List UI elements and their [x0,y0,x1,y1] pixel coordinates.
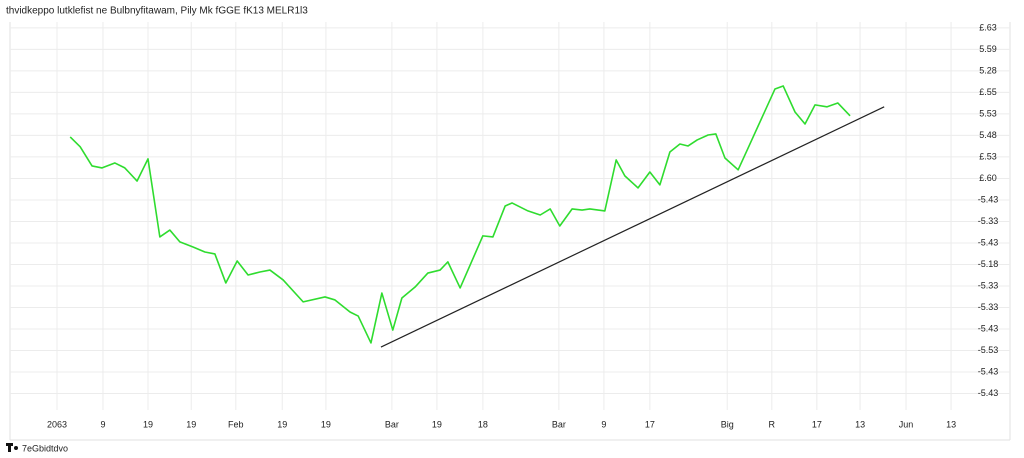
y-tick-label: -5.53 [978,345,999,355]
x-tick-label: 19 [432,419,442,429]
x-tick-label: 18 [478,419,488,429]
x-tick-label: R [769,419,776,429]
y-tick-label: 5.48 [979,130,997,140]
y-tick-label: £.55 [979,87,997,97]
y-tick-label: 5.59 [979,44,997,54]
x-tick-label: Bar [385,419,399,429]
y-tick-label: 5.28 [979,65,997,75]
x-tick-label: Jun [899,419,914,429]
x-tick-label: 19 [186,419,196,429]
x-tick-label: Bar [552,419,566,429]
x-tick-label: Big [721,419,734,429]
y-tick-label: £.63 [979,22,997,32]
y-tick-label: -5.43 [978,323,999,333]
trend-line [380,106,885,348]
watermark: 7eGbidtdvo [22,443,68,453]
y-tick-label: -5.43 [978,388,999,398]
y-tick-label: -5.43 [978,366,999,376]
y-tick-label: £.60 [979,173,997,183]
y-tick-label: £.53 [979,151,997,161]
x-tick-label: 19 [321,419,331,429]
x-tick-label: Feb [228,419,244,429]
y-tick-label: -5.43 [978,237,999,247]
x-tick-label: 19 [143,419,153,429]
chart-title: thvidkeppo lutklefist ne Bulbnyfitawam, … [6,6,308,17]
x-tick-label: 9 [601,419,606,429]
price-line [69,85,851,344]
x-tick-label: 19 [277,419,287,429]
x-tick-label: 2063 [47,419,67,429]
logo [6,443,18,452]
x-tick-label: 13 [946,419,956,429]
x-tick-label: 17 [645,419,655,429]
y-tick-label: -5.33 [978,280,999,290]
y-tick-label: -5.33 [978,302,999,312]
x-tick-label: 17 [812,419,822,429]
y-tick-label: -5.18 [978,259,999,269]
y-tick-label: -5.43 [978,194,999,204]
x-tick-label: 13 [855,419,865,429]
x-tick-label: 9 [100,419,105,429]
y-tick-label: 5.53 [979,108,997,118]
y-tick-label: -5.33 [978,216,999,226]
